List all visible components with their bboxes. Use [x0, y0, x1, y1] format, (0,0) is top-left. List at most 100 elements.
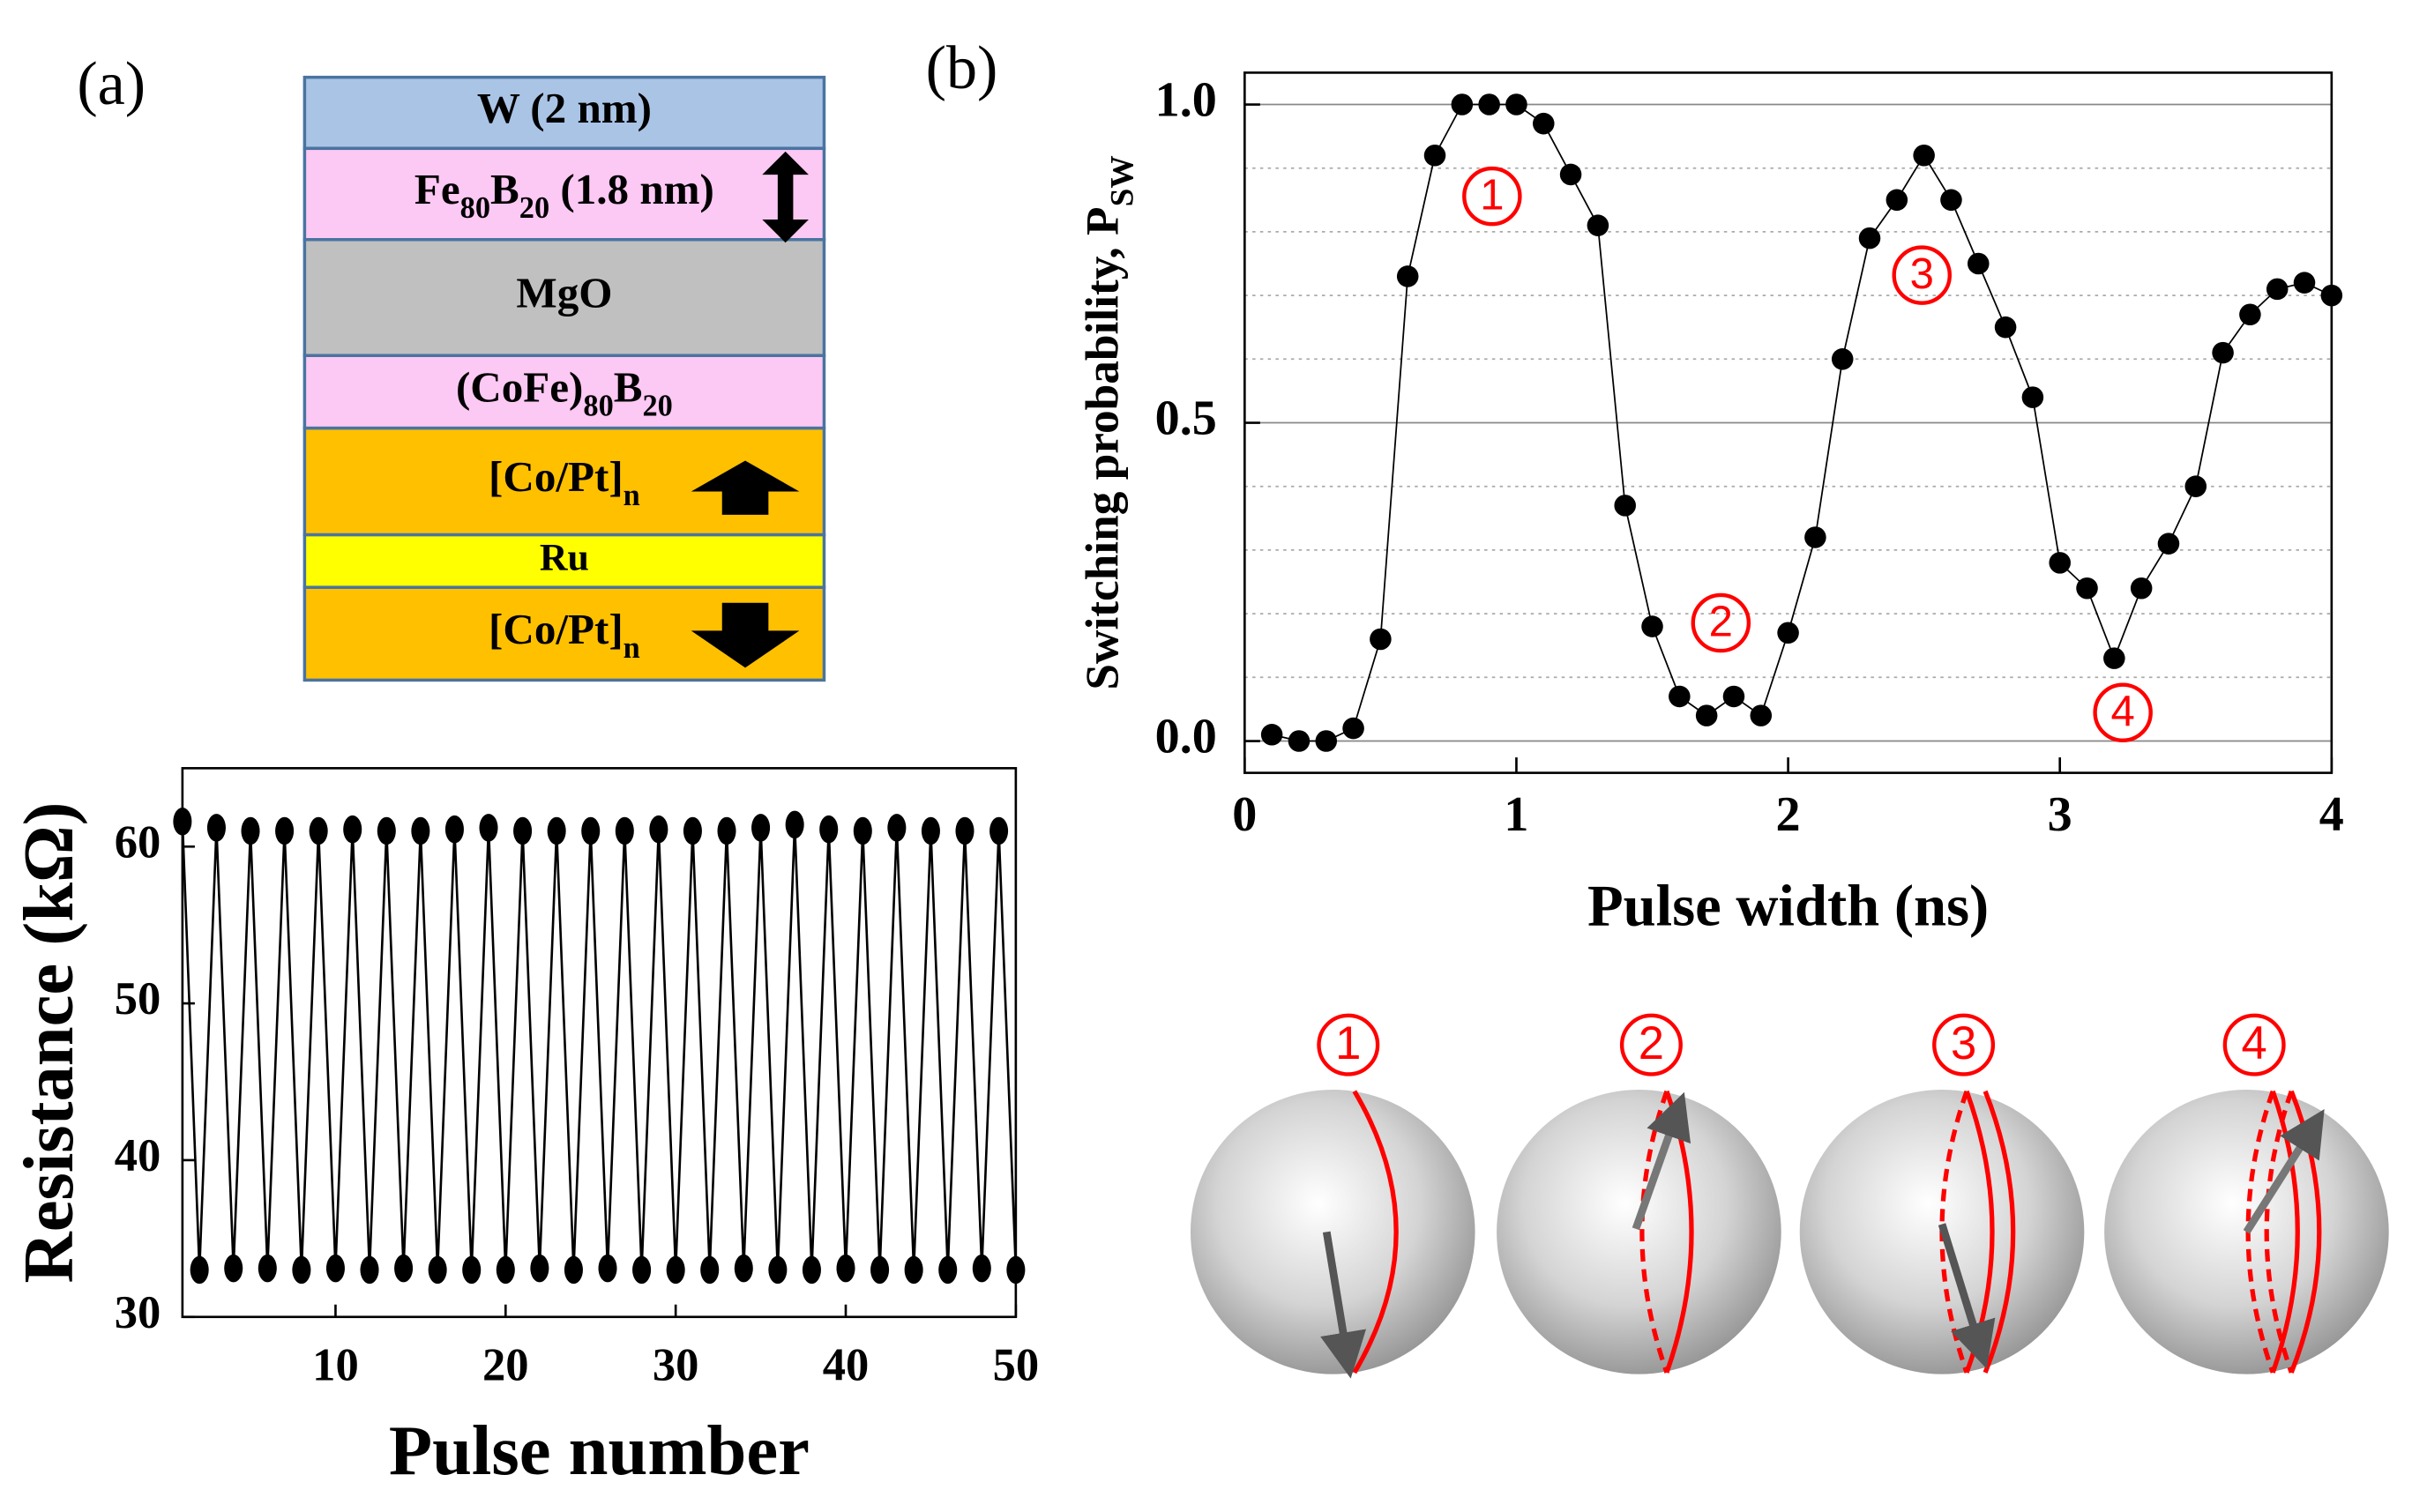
data-point	[581, 816, 601, 845]
data-point	[1587, 214, 1609, 236]
data-point	[2130, 577, 2153, 600]
y-tick-label: 30	[115, 1287, 161, 1338]
text-part: Resistance (kΩ)	[10, 802, 88, 1284]
sphere-label: 3	[1951, 1017, 1976, 1069]
data-point	[1641, 615, 1663, 637]
double-arrow	[762, 151, 809, 243]
data-point	[309, 816, 328, 845]
layer-label: [Co/Pt]n	[489, 452, 640, 512]
data-point	[1505, 93, 1527, 115]
data-point	[1777, 622, 1799, 644]
trajectory	[1639, 1090, 1669, 1374]
layer-label: Fe80B20 (1.8 nm)	[414, 165, 714, 225]
sphere-label: 1	[1335, 1017, 1361, 1069]
data-point	[1396, 265, 1419, 287]
data-point	[325, 1254, 345, 1283]
data-point	[1722, 685, 1745, 708]
data-point	[836, 1254, 855, 1283]
data-point	[258, 1254, 277, 1283]
data-point	[632, 1255, 652, 1285]
y-tick-label: 0.0	[1155, 709, 1217, 763]
x-tick-label: 20	[482, 1339, 529, 1390]
layer	[302, 238, 826, 357]
plot-frame	[1243, 71, 2334, 774]
x-tick-label: 4	[2319, 787, 2344, 842]
data-point	[1315, 730, 1338, 752]
data-point	[1614, 495, 1636, 517]
data-point	[2266, 278, 2289, 301]
data-point	[1886, 189, 1908, 212]
plot-frame	[181, 767, 1018, 1319]
y-tick-label: 1.0	[1155, 72, 1217, 127]
data-point	[224, 1254, 243, 1283]
annotation: 3	[1910, 250, 1934, 298]
annotation-circle	[1691, 592, 1751, 653]
sphere-label: 2	[1639, 1017, 1664, 1069]
subscript: SW	[1104, 155, 1140, 206]
data-point	[1451, 93, 1474, 115]
layer	[302, 354, 826, 430]
y-tick-label: 60	[115, 816, 161, 868]
text-part: Fe	[414, 165, 460, 213]
x-tick-label: 40	[823, 1339, 870, 1390]
subscript: 80	[583, 389, 613, 422]
sphere-label: 4	[2242, 1017, 2267, 1069]
data-point	[547, 816, 566, 845]
text-part: Ru	[540, 536, 589, 578]
data-point	[1669, 685, 1691, 708]
x-axis-label: Pulse number	[389, 1411, 810, 1490]
data-point	[853, 816, 872, 845]
sphere-label-circle	[1932, 1013, 1996, 1076]
data-line	[1271, 103, 2333, 742]
x-axis-label: Pulse width (ns)	[1587, 875, 1989, 939]
layer-stack: W (2 nm)Fe80B20 (1.8 nm)MgO(CoFe)80B20[C…	[302, 75, 826, 682]
data-point	[360, 1255, 379, 1285]
data-point	[1967, 252, 1990, 275]
data-point	[513, 816, 533, 845]
data-point	[1006, 1255, 1026, 1285]
data-point	[1370, 628, 1392, 651]
data-point	[496, 1255, 515, 1285]
moment-arrow	[1938, 1223, 1996, 1369]
data-point	[1478, 93, 1500, 115]
text-part: [Co/Pt]	[489, 452, 624, 501]
panel-label: (b)	[926, 34, 998, 102]
data-point	[1260, 724, 1283, 746]
data-point	[887, 814, 907, 842]
data-point	[615, 816, 634, 845]
text-part: MgO	[516, 269, 612, 317]
text-part: (1.8 nm)	[549, 165, 714, 213]
layer	[302, 75, 826, 151]
data-point	[1994, 316, 2017, 339]
data-point	[955, 816, 975, 845]
data-point	[564, 1255, 583, 1285]
text-part: (CoFe)	[456, 363, 583, 412]
data-point	[173, 808, 192, 836]
data-point	[666, 1255, 685, 1285]
subscript: n	[624, 479, 640, 512]
layer-label: Ru	[540, 536, 589, 578]
data-point	[700, 1255, 720, 1285]
data-point	[785, 810, 804, 839]
data-point	[2320, 284, 2343, 307]
x-tick-label: 0	[1232, 787, 1257, 842]
y-axis-label: Resistance (kΩ)	[10, 802, 88, 1284]
data-point	[751, 814, 771, 842]
y-axis-label: Switching probability, PSW	[1077, 155, 1141, 689]
data-point	[428, 1255, 447, 1285]
trajectory	[2264, 1090, 2294, 1374]
data-point	[2021, 386, 2044, 408]
data-point	[649, 815, 668, 844]
data-point	[343, 815, 362, 844]
data-point	[462, 1255, 482, 1285]
data-point	[2184, 475, 2207, 497]
data-point	[1532, 112, 1555, 135]
annotation-circle	[1462, 166, 1522, 227]
data-point	[683, 816, 702, 845]
data-point	[2103, 647, 2125, 669]
text-part: W (2 nm)	[477, 84, 652, 132]
data-point	[190, 1255, 209, 1285]
annotation: 2	[1709, 598, 1733, 645]
data-point	[2157, 533, 2180, 555]
